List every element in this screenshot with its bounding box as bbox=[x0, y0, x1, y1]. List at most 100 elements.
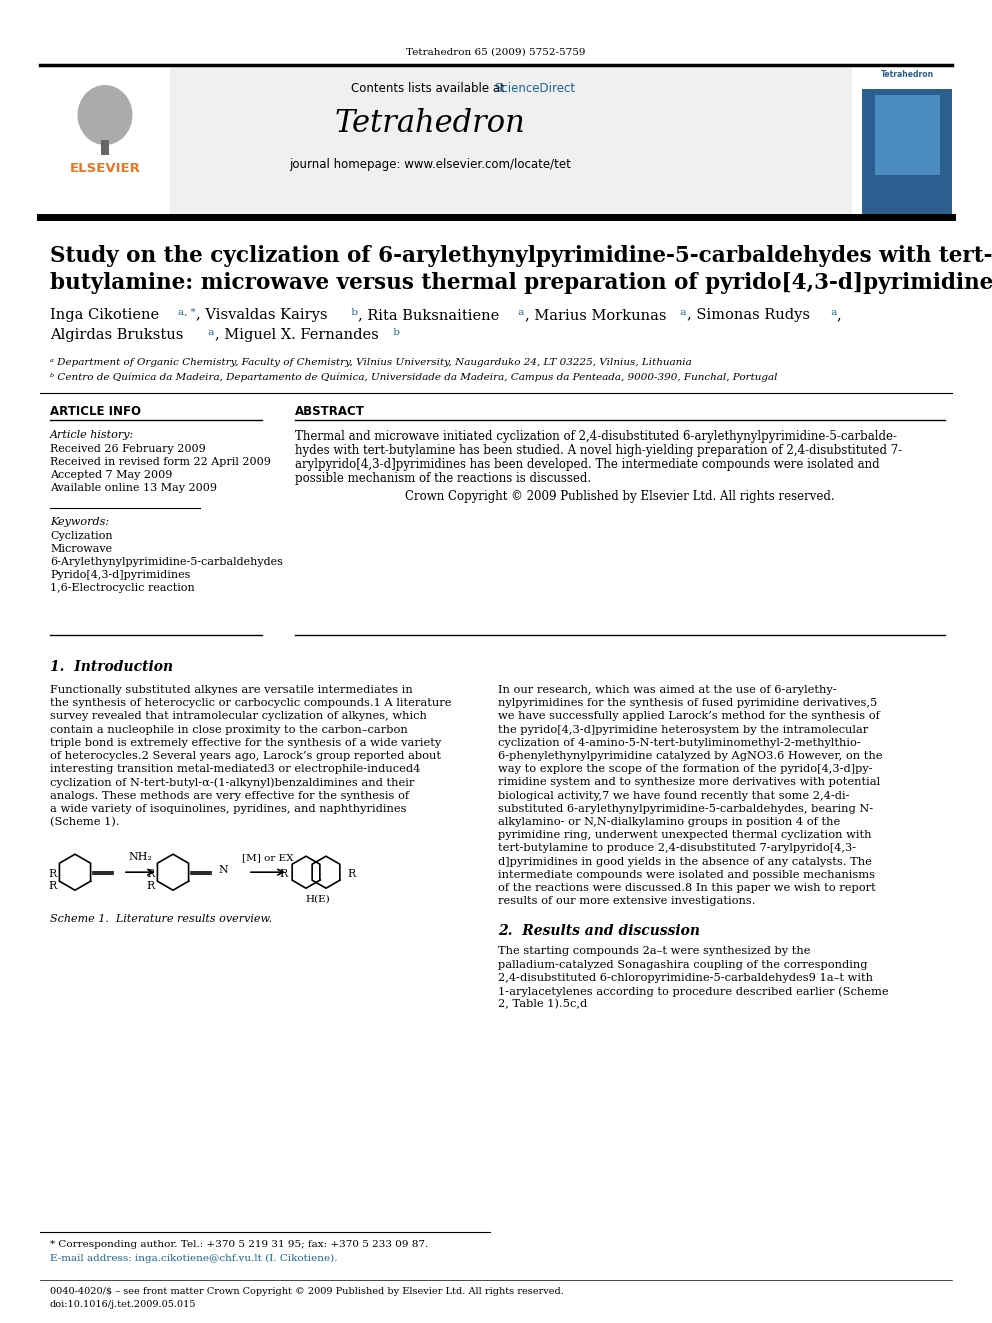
Text: R: R bbox=[147, 881, 155, 892]
Text: doi:10.1016/j.tet.2009.05.015: doi:10.1016/j.tet.2009.05.015 bbox=[50, 1301, 196, 1308]
Text: Inga Cikotiene: Inga Cikotiene bbox=[50, 308, 159, 321]
Text: a wide variety of isoquinolines, pyridines, and naphthyridines: a wide variety of isoquinolines, pyridin… bbox=[50, 804, 407, 814]
Text: possible mechanism of the reactions is discussed.: possible mechanism of the reactions is d… bbox=[295, 472, 591, 486]
Text: a: a bbox=[205, 328, 214, 337]
FancyBboxPatch shape bbox=[101, 140, 109, 155]
Text: Crown Copyright © 2009 Published by Elsevier Ltd. All rights reserved.: Crown Copyright © 2009 Published by Else… bbox=[405, 490, 835, 503]
Text: intermediate compounds were isolated and possible mechanisms: intermediate compounds were isolated and… bbox=[498, 869, 875, 880]
Text: 2,4-disubstituted 6-chloropyrimidine-5-carbaldehydes9 1a–t with: 2,4-disubstituted 6-chloropyrimidine-5-c… bbox=[498, 972, 873, 983]
Text: , Marius Morkunas: , Marius Morkunas bbox=[525, 308, 667, 321]
Text: The starting compounds 2a–t were synthesized by the: The starting compounds 2a–t were synthes… bbox=[498, 946, 810, 957]
Text: ᵇ Centro de Química da Madeira, Departamento de Química, Universidade da Madeira: ᵇ Centro de Química da Madeira, Departam… bbox=[50, 373, 778, 382]
FancyBboxPatch shape bbox=[40, 67, 852, 216]
Text: E-mail address: inga.cikotiene@chf.vu.lt (I. Cikotiene).: E-mail address: inga.cikotiene@chf.vu.lt… bbox=[50, 1254, 337, 1263]
Text: 1-arylacetylenes according to procedure described earlier (Scheme: 1-arylacetylenes according to procedure … bbox=[498, 986, 889, 996]
Text: Accepted 7 May 2009: Accepted 7 May 2009 bbox=[50, 470, 173, 480]
Text: survey revealed that intramolecular cyclization of alkynes, which: survey revealed that intramolecular cycl… bbox=[50, 712, 427, 721]
Text: journal homepage: www.elsevier.com/locate/tet: journal homepage: www.elsevier.com/locat… bbox=[289, 157, 571, 171]
FancyBboxPatch shape bbox=[40, 67, 170, 216]
Text: , Simonas Rudys: , Simonas Rudys bbox=[687, 308, 810, 321]
Text: a: a bbox=[828, 308, 837, 318]
Text: Article history:: Article history: bbox=[50, 430, 134, 441]
Text: Tetrahedron: Tetrahedron bbox=[334, 108, 526, 139]
Text: NH₂: NH₂ bbox=[128, 852, 152, 863]
Text: arylpyrido[4,3-d]pyrimidines has been developed. The intermediate compounds were: arylpyrido[4,3-d]pyrimidines has been de… bbox=[295, 458, 880, 471]
Text: ,: , bbox=[836, 308, 841, 321]
Text: Keywords:: Keywords: bbox=[50, 517, 109, 527]
Text: b: b bbox=[390, 328, 400, 337]
Text: In our research, which was aimed at the use of 6-arylethy-: In our research, which was aimed at the … bbox=[498, 685, 836, 695]
Text: R: R bbox=[147, 869, 155, 880]
Text: Received 26 February 2009: Received 26 February 2009 bbox=[50, 445, 205, 454]
Text: Study on the cyclization of 6-arylethynylpyrimidine-5-carbaldehydes with tert-: Study on the cyclization of 6-arylethyny… bbox=[50, 245, 992, 267]
Text: we have successfully applied Larock’s method for the synthesis of: we have successfully applied Larock’s me… bbox=[498, 712, 880, 721]
Text: R: R bbox=[280, 869, 288, 880]
Text: Scheme 1.  Literature results overview.: Scheme 1. Literature results overview. bbox=[50, 914, 272, 925]
FancyBboxPatch shape bbox=[875, 95, 940, 175]
Text: Available online 13 May 2009: Available online 13 May 2009 bbox=[50, 483, 217, 493]
Text: (Scheme 1).: (Scheme 1). bbox=[50, 818, 120, 827]
Text: a, *: a, * bbox=[178, 308, 195, 318]
Text: nylpyrimidines for the synthesis of fused pyrimidine derivatives,5: nylpyrimidines for the synthesis of fuse… bbox=[498, 699, 877, 708]
Text: pyrimidine ring, underwent unexpected thermal cyclization with: pyrimidine ring, underwent unexpected th… bbox=[498, 831, 872, 840]
Text: analogs. These methods are very effective for the synthesis of: analogs. These methods are very effectiv… bbox=[50, 791, 409, 800]
Text: contain a nucleophile in close proximity to the carbon–carbon: contain a nucleophile in close proximity… bbox=[50, 725, 408, 734]
FancyBboxPatch shape bbox=[862, 67, 952, 89]
Text: ABSTRACT: ABSTRACT bbox=[295, 405, 365, 418]
Text: Thermal and microwave initiated cyclization of 2,4-disubstituted 6-arylethynylpy: Thermal and microwave initiated cyclizat… bbox=[295, 430, 897, 443]
Text: the pyrido[4,3-d]pyrimidine heterosystem by the intramolecular: the pyrido[4,3-d]pyrimidine heterosystem… bbox=[498, 725, 868, 734]
Text: biological activity,7 we have found recently that some 2,4-di-: biological activity,7 we have found rece… bbox=[498, 791, 849, 800]
FancyBboxPatch shape bbox=[862, 67, 952, 216]
Text: triple bond is extremely effective for the synthesis of a wide variety: triple bond is extremely effective for t… bbox=[50, 738, 441, 747]
Ellipse shape bbox=[77, 85, 133, 146]
Text: palladium-catalyzed Sonagashira coupling of the corresponding: palladium-catalyzed Sonagashira coupling… bbox=[498, 959, 867, 970]
Text: results of our more extensive investigations.: results of our more extensive investigat… bbox=[498, 896, 756, 906]
Text: interesting transition metal-mediated3 or electrophile-induced4: interesting transition metal-mediated3 o… bbox=[50, 765, 421, 774]
Text: a: a bbox=[677, 308, 686, 318]
Text: Cyclization: Cyclization bbox=[50, 531, 113, 541]
Text: hydes with tert-butylamine has been studied. A novel high-yielding preparation o: hydes with tert-butylamine has been stud… bbox=[295, 445, 903, 456]
Text: N: N bbox=[218, 865, 228, 876]
Text: 2, Table 1).5c,d: 2, Table 1).5c,d bbox=[498, 999, 587, 1009]
Text: R: R bbox=[49, 869, 58, 880]
Text: , Rita Buksnaitiene: , Rita Buksnaitiene bbox=[358, 308, 499, 321]
Text: Pyrido[4,3-d]pyrimidines: Pyrido[4,3-d]pyrimidines bbox=[50, 570, 190, 579]
Text: b: b bbox=[348, 308, 358, 318]
Text: of the reactions were discussed.8 In this paper we wish to report: of the reactions were discussed.8 In thi… bbox=[498, 882, 876, 893]
Text: 1,6-Electrocyclic reaction: 1,6-Electrocyclic reaction bbox=[50, 583, 194, 593]
Text: R: R bbox=[348, 869, 356, 880]
Text: ELSEVIER: ELSEVIER bbox=[69, 161, 141, 175]
Text: substituted 6-arylethynylpyrimidine-5-carbaldehydes, bearing N-: substituted 6-arylethynylpyrimidine-5-ca… bbox=[498, 804, 873, 814]
Text: butylamine: microwave versus thermal preparation of pyrido[4,3-d]pyrimidines: butylamine: microwave versus thermal pre… bbox=[50, 273, 992, 294]
Text: ScienceDirect: ScienceDirect bbox=[494, 82, 575, 95]
Text: Received in revised form 22 April 2009: Received in revised form 22 April 2009 bbox=[50, 456, 271, 467]
Text: 1.  Introduction: 1. Introduction bbox=[50, 660, 174, 673]
Text: ᵃ Department of Organic Chemistry, Faculty of Chemistry, Vilnius University, Nau: ᵃ Department of Organic Chemistry, Facul… bbox=[50, 359, 691, 366]
Text: cyclization of 4-amino-5-N-tert-butyliminomethyl-2-methylthio-: cyclization of 4-amino-5-N-tert-butylimi… bbox=[498, 738, 861, 747]
Text: of heterocycles.2 Several years ago, Larock’s group reported about: of heterocycles.2 Several years ago, Lar… bbox=[50, 751, 441, 761]
Text: Algirdas Brukstus: Algirdas Brukstus bbox=[50, 328, 184, 343]
Text: a: a bbox=[515, 308, 525, 318]
Text: Functionally substituted alkynes are versatile intermediates in: Functionally substituted alkynes are ver… bbox=[50, 685, 413, 695]
Text: Tetrahedron: Tetrahedron bbox=[881, 70, 933, 79]
Text: rimidine system and to synthesize more derivatives with potential: rimidine system and to synthesize more d… bbox=[498, 778, 880, 787]
Text: 0040-4020/$ – see front matter Crown Copyright © 2009 Published by Elsevier Ltd.: 0040-4020/$ – see front matter Crown Cop… bbox=[50, 1287, 563, 1297]
Text: cyclization of N-tert-butyl-α-(1-alkynyl)benzaldimines and their: cyclization of N-tert-butyl-α-(1-alkynyl… bbox=[50, 778, 415, 789]
Text: ARTICLE INFO: ARTICLE INFO bbox=[50, 405, 141, 418]
Text: Contents lists available at: Contents lists available at bbox=[351, 82, 509, 95]
Text: H(E): H(E) bbox=[306, 894, 330, 904]
Text: d]pyrimidines in good yields in the absence of any catalysts. The: d]pyrimidines in good yields in the abse… bbox=[498, 856, 872, 867]
Text: Tetrahedron 65 (2009) 5752-5759: Tetrahedron 65 (2009) 5752-5759 bbox=[407, 48, 585, 57]
Text: 6-phenylethynylpyrimidine catalyzed by AgNO3.6 However, on the: 6-phenylethynylpyrimidine catalyzed by A… bbox=[498, 751, 883, 761]
Text: 2.  Results and discussion: 2. Results and discussion bbox=[498, 925, 700, 938]
Text: , Miguel X. Fernandes: , Miguel X. Fernandes bbox=[215, 328, 379, 343]
Text: way to explore the scope of the formation of the pyrido[4,3-d]py-: way to explore the scope of the formatio… bbox=[498, 765, 873, 774]
Text: Microwave: Microwave bbox=[50, 544, 112, 554]
Text: alkylamino- or N,N-dialkylamino groups in position 4 of the: alkylamino- or N,N-dialkylamino groups i… bbox=[498, 818, 840, 827]
Text: , Visvaldas Kairys: , Visvaldas Kairys bbox=[196, 308, 327, 321]
Text: R: R bbox=[49, 881, 58, 892]
Text: 6-Arylethynylpyrimidine-5-carbaldehydes: 6-Arylethynylpyrimidine-5-carbaldehydes bbox=[50, 557, 283, 568]
Text: tert-butylamine to produce 2,4-disubstituted 7-arylpyrido[4,3-: tert-butylamine to produce 2,4-disubstit… bbox=[498, 843, 856, 853]
Text: * Corresponding author. Tel.: +370 5 219 31 95; fax: +370 5 233 09 87.: * Corresponding author. Tel.: +370 5 219… bbox=[50, 1240, 429, 1249]
Text: the synthesis of heterocyclic or carbocyclic compounds.1 A literature: the synthesis of heterocyclic or carbocy… bbox=[50, 699, 451, 708]
